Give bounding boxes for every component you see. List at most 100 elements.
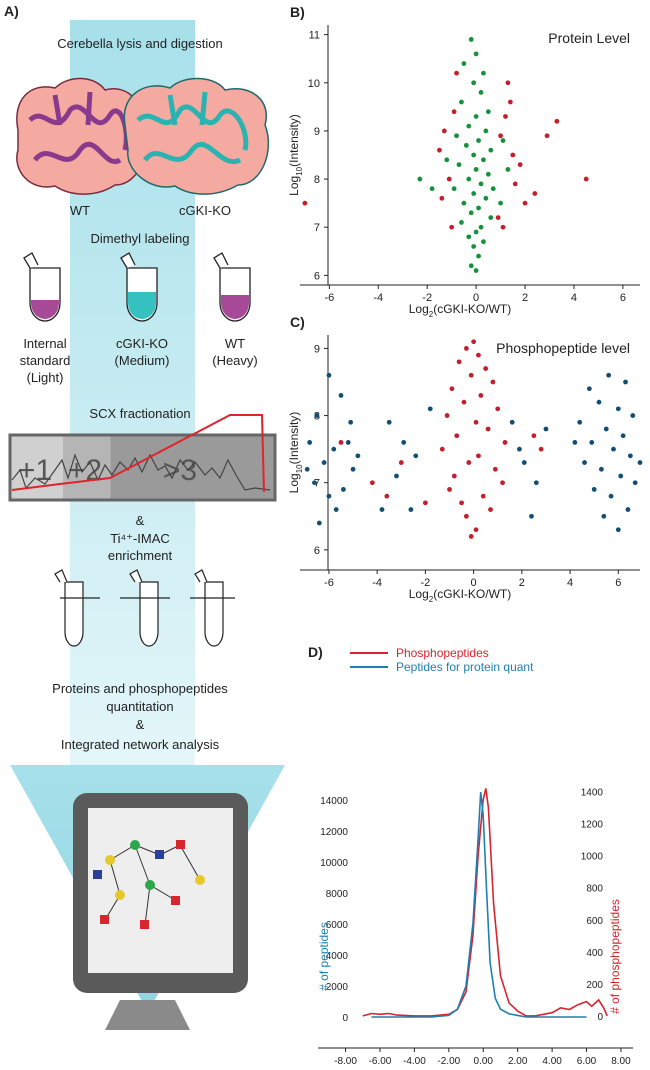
x-tick-label: 4: [567, 577, 573, 589]
point: [422, 500, 428, 506]
point: [512, 181, 518, 187]
point: [459, 99, 464, 105]
point: [456, 162, 462, 168]
point: [312, 480, 317, 486]
x-tick-label: 8.00: [611, 1056, 631, 1067]
x-tick-label: 6: [615, 577, 621, 589]
point: [476, 138, 481, 143]
point: [326, 372, 332, 378]
point: [321, 460, 327, 465]
point: [503, 114, 508, 119]
point: [454, 133, 459, 139]
point: [582, 460, 587, 465]
point: [522, 200, 528, 206]
point: [451, 186, 457, 192]
point: [544, 133, 550, 139]
x-tick-label: -2: [420, 577, 430, 589]
point: [606, 372, 612, 378]
point: [505, 80, 511, 86]
point: [630, 413, 636, 418]
panel-a: A) Cerebella lysis and digestion WT cGKI…: [4, 3, 285, 1030]
x-tick-label: 6.00: [577, 1056, 597, 1067]
point: [454, 70, 459, 76]
point: [532, 191, 538, 196]
step-text: Cerebella lysis and digestion: [57, 36, 222, 51]
panel-label: A): [4, 3, 19, 19]
x-tick-label: -4: [372, 577, 382, 589]
point: [502, 440, 508, 445]
point: [529, 513, 534, 519]
point: [483, 128, 489, 134]
y2-tick-label: 200: [586, 980, 603, 991]
x-axis-label-part: 2: [429, 595, 434, 604]
panel-label: C): [290, 314, 305, 330]
point: [517, 162, 523, 168]
point: [620, 433, 626, 439]
x-axis-label: Log2(cGKI-KO/WT): [409, 587, 511, 604]
point: [615, 406, 621, 412]
tube-label: Internal: [23, 336, 66, 351]
point: [341, 487, 346, 492]
point: [386, 419, 392, 425]
imac-tubes: [54, 569, 235, 647]
point: [446, 176, 452, 182]
y-tick-label: 7: [314, 222, 320, 234]
point: [449, 224, 455, 230]
point: [413, 453, 419, 459]
point: [473, 229, 479, 235]
point: [476, 352, 481, 358]
point: [451, 473, 457, 479]
point: [485, 171, 491, 177]
tube-label: WT: [225, 336, 245, 351]
point: [627, 453, 633, 459]
point: [517, 446, 522, 452]
point: [495, 406, 501, 412]
y-axis-label: Log10(Intensity): [287, 114, 304, 196]
point: [331, 446, 337, 452]
point: [615, 527, 621, 533]
y2-axis-label: # of phosphopeptides: [608, 899, 622, 1014]
point: [480, 493, 486, 499]
point: [543, 426, 549, 432]
x-tick-label: 0: [471, 577, 477, 589]
x-tick-label: -8.00: [334, 1056, 357, 1067]
point: [623, 379, 628, 385]
step-text: &: [136, 513, 145, 528]
point: [510, 152, 516, 158]
sample-label: WT: [70, 203, 90, 218]
point: [463, 513, 469, 519]
point: [521, 460, 527, 465]
tube-label: (Medium): [115, 353, 170, 368]
point: [348, 419, 354, 425]
chart-title: Phosphopeptide level: [496, 340, 630, 356]
point: [473, 268, 479, 273]
point: [483, 366, 489, 371]
point: [533, 480, 539, 486]
point: [466, 234, 472, 240]
point: [468, 210, 474, 216]
point: [473, 419, 479, 425]
point: [601, 513, 607, 519]
point: [473, 527, 479, 533]
y-tick-label: 6000: [326, 920, 349, 931]
point: [481, 70, 486, 76]
point: [572, 440, 578, 445]
point: [466, 460, 472, 465]
point: [444, 413, 450, 418]
point: [302, 200, 308, 206]
tube-label: cGKI-KO: [116, 336, 168, 351]
series-line: [362, 788, 608, 1017]
y-tick-label: 2000: [326, 982, 349, 993]
point: [471, 339, 477, 345]
point: [333, 507, 339, 512]
point: [454, 433, 460, 439]
y-axis-label: # of peptides: [317, 922, 331, 991]
point: [459, 500, 464, 506]
point: [531, 433, 537, 439]
y2-tick-label: 400: [586, 948, 603, 959]
point: [316, 520, 322, 526]
x-axis-label-part: (cGKI-KO/WT): [433, 302, 511, 316]
step-text: Dimethyl labeling: [91, 231, 190, 246]
point: [398, 460, 404, 465]
